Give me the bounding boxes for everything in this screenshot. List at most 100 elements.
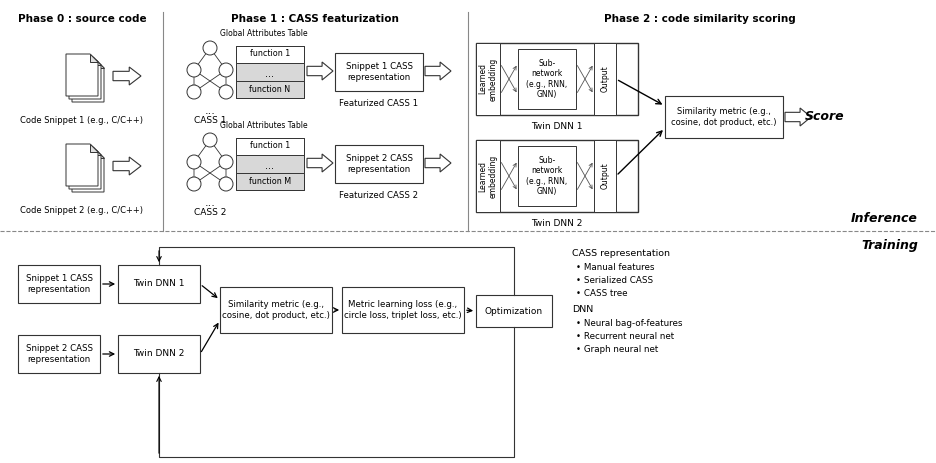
Circle shape bbox=[219, 177, 233, 191]
FancyBboxPatch shape bbox=[335, 53, 423, 91]
Polygon shape bbox=[425, 154, 451, 172]
Polygon shape bbox=[72, 150, 104, 192]
Text: Learned
embedding: Learned embedding bbox=[478, 57, 498, 100]
Polygon shape bbox=[307, 62, 333, 80]
Text: Sub-
network
(e.g., RNN,
GNN): Sub- network (e.g., RNN, GNN) bbox=[526, 156, 567, 196]
FancyBboxPatch shape bbox=[476, 295, 552, 327]
Text: Twin DNN 2: Twin DNN 2 bbox=[532, 219, 583, 228]
Text: • Manual features: • Manual features bbox=[576, 263, 654, 272]
Circle shape bbox=[187, 85, 201, 99]
Circle shape bbox=[203, 133, 217, 147]
Text: Score: Score bbox=[805, 111, 845, 124]
Text: ...: ... bbox=[205, 198, 215, 208]
Text: Phase 1 : CASS featurization: Phase 1 : CASS featurization bbox=[231, 14, 399, 24]
Polygon shape bbox=[113, 67, 141, 85]
Text: Output: Output bbox=[601, 66, 609, 93]
Text: function 1: function 1 bbox=[250, 50, 290, 58]
FancyBboxPatch shape bbox=[594, 140, 616, 212]
Circle shape bbox=[187, 177, 201, 191]
FancyBboxPatch shape bbox=[476, 140, 638, 212]
Text: CASS representation: CASS representation bbox=[572, 249, 670, 258]
FancyBboxPatch shape bbox=[236, 46, 304, 63]
Text: Similarity metric (e.g.,
cosine, dot product, etc.): Similarity metric (e.g., cosine, dot pro… bbox=[222, 300, 329, 319]
FancyBboxPatch shape bbox=[220, 287, 332, 333]
FancyBboxPatch shape bbox=[518, 146, 576, 206]
Text: Global Attributes Table: Global Attributes Table bbox=[220, 29, 308, 38]
Circle shape bbox=[219, 155, 233, 169]
Text: Metric learning loss (e.g.,
circle loss, triplet loss, etc.): Metric learning loss (e.g., circle loss,… bbox=[344, 300, 461, 319]
Text: Snippet 2 CASS
representation: Snippet 2 CASS representation bbox=[25, 344, 93, 364]
Text: • Serialized CASS: • Serialized CASS bbox=[576, 276, 653, 285]
Polygon shape bbox=[96, 150, 104, 158]
Text: CASS 1: CASS 1 bbox=[194, 116, 227, 125]
FancyBboxPatch shape bbox=[236, 46, 304, 98]
Polygon shape bbox=[113, 157, 141, 175]
Text: Snippet 1 CASS
representation: Snippet 1 CASS representation bbox=[25, 274, 93, 294]
Polygon shape bbox=[93, 147, 101, 155]
Circle shape bbox=[219, 63, 233, 77]
Circle shape bbox=[203, 41, 217, 55]
Text: Code Snippet 1 (e.g., C/C++): Code Snippet 1 (e.g., C/C++) bbox=[21, 116, 143, 125]
Circle shape bbox=[187, 63, 201, 77]
Text: function M: function M bbox=[249, 176, 291, 186]
Text: ...: ... bbox=[266, 69, 274, 79]
Circle shape bbox=[219, 85, 233, 99]
FancyBboxPatch shape bbox=[236, 138, 304, 155]
FancyBboxPatch shape bbox=[594, 43, 616, 115]
Text: Snippet 2 CASS
representation: Snippet 2 CASS representation bbox=[345, 154, 413, 174]
FancyBboxPatch shape bbox=[236, 173, 304, 190]
FancyBboxPatch shape bbox=[236, 81, 304, 98]
Text: Twin DNN 1: Twin DNN 1 bbox=[532, 122, 583, 131]
FancyBboxPatch shape bbox=[335, 145, 423, 183]
Polygon shape bbox=[307, 154, 333, 172]
Text: Phase 0 : source code: Phase 0 : source code bbox=[18, 14, 146, 24]
FancyBboxPatch shape bbox=[476, 43, 500, 115]
Text: Similarity metric (e.g.,
cosine, dot product, etc.): Similarity metric (e.g., cosine, dot pro… bbox=[671, 107, 777, 127]
FancyBboxPatch shape bbox=[236, 138, 304, 190]
Text: Output: Output bbox=[601, 163, 609, 189]
Text: Twin DNN 1: Twin DNN 1 bbox=[133, 280, 184, 288]
Polygon shape bbox=[66, 54, 98, 96]
Text: • Neural bag-of-features: • Neural bag-of-features bbox=[576, 319, 682, 328]
FancyBboxPatch shape bbox=[476, 43, 638, 115]
Polygon shape bbox=[93, 57, 101, 65]
Text: Phase 2 : code similarity scoring: Phase 2 : code similarity scoring bbox=[604, 14, 796, 24]
Text: ...: ... bbox=[205, 106, 215, 116]
Text: ...: ... bbox=[266, 161, 274, 171]
Text: function N: function N bbox=[249, 85, 290, 94]
Text: CASS 2: CASS 2 bbox=[194, 208, 227, 217]
FancyBboxPatch shape bbox=[476, 140, 500, 212]
FancyBboxPatch shape bbox=[518, 49, 576, 109]
FancyBboxPatch shape bbox=[18, 265, 100, 303]
Polygon shape bbox=[90, 144, 98, 152]
Text: Snippet 1 CASS
representation: Snippet 1 CASS representation bbox=[345, 63, 413, 81]
Polygon shape bbox=[69, 147, 101, 189]
Polygon shape bbox=[425, 62, 451, 80]
Text: • CASS tree: • CASS tree bbox=[576, 289, 627, 298]
Text: Training: Training bbox=[861, 239, 918, 252]
Text: • Graph neural net: • Graph neural net bbox=[576, 345, 658, 354]
Text: Inference: Inference bbox=[851, 212, 918, 225]
FancyBboxPatch shape bbox=[118, 335, 200, 373]
Text: Featurized CASS 2: Featurized CASS 2 bbox=[340, 191, 418, 200]
Text: Learned
embedding: Learned embedding bbox=[478, 154, 498, 198]
FancyBboxPatch shape bbox=[118, 265, 200, 303]
Text: Global Attributes Table: Global Attributes Table bbox=[220, 121, 308, 130]
FancyBboxPatch shape bbox=[665, 96, 783, 138]
Text: Featurized CASS 1: Featurized CASS 1 bbox=[340, 99, 418, 108]
Text: DNN: DNN bbox=[572, 305, 593, 314]
FancyBboxPatch shape bbox=[342, 287, 464, 333]
Text: Optimization: Optimization bbox=[485, 307, 543, 315]
Polygon shape bbox=[96, 60, 104, 68]
Polygon shape bbox=[72, 60, 104, 102]
Polygon shape bbox=[90, 54, 98, 62]
Circle shape bbox=[187, 155, 201, 169]
Text: • Recurrent neural net: • Recurrent neural net bbox=[576, 332, 674, 341]
Polygon shape bbox=[69, 57, 101, 99]
Text: Twin DNN 2: Twin DNN 2 bbox=[133, 350, 184, 358]
Text: Sub-
network
(e.g., RNN,
GNN): Sub- network (e.g., RNN, GNN) bbox=[526, 59, 567, 99]
Polygon shape bbox=[785, 108, 811, 126]
Polygon shape bbox=[66, 144, 98, 186]
Text: function 1: function 1 bbox=[250, 142, 290, 150]
Text: Code Snippet 2 (e.g., C/C++): Code Snippet 2 (e.g., C/C++) bbox=[21, 206, 143, 215]
